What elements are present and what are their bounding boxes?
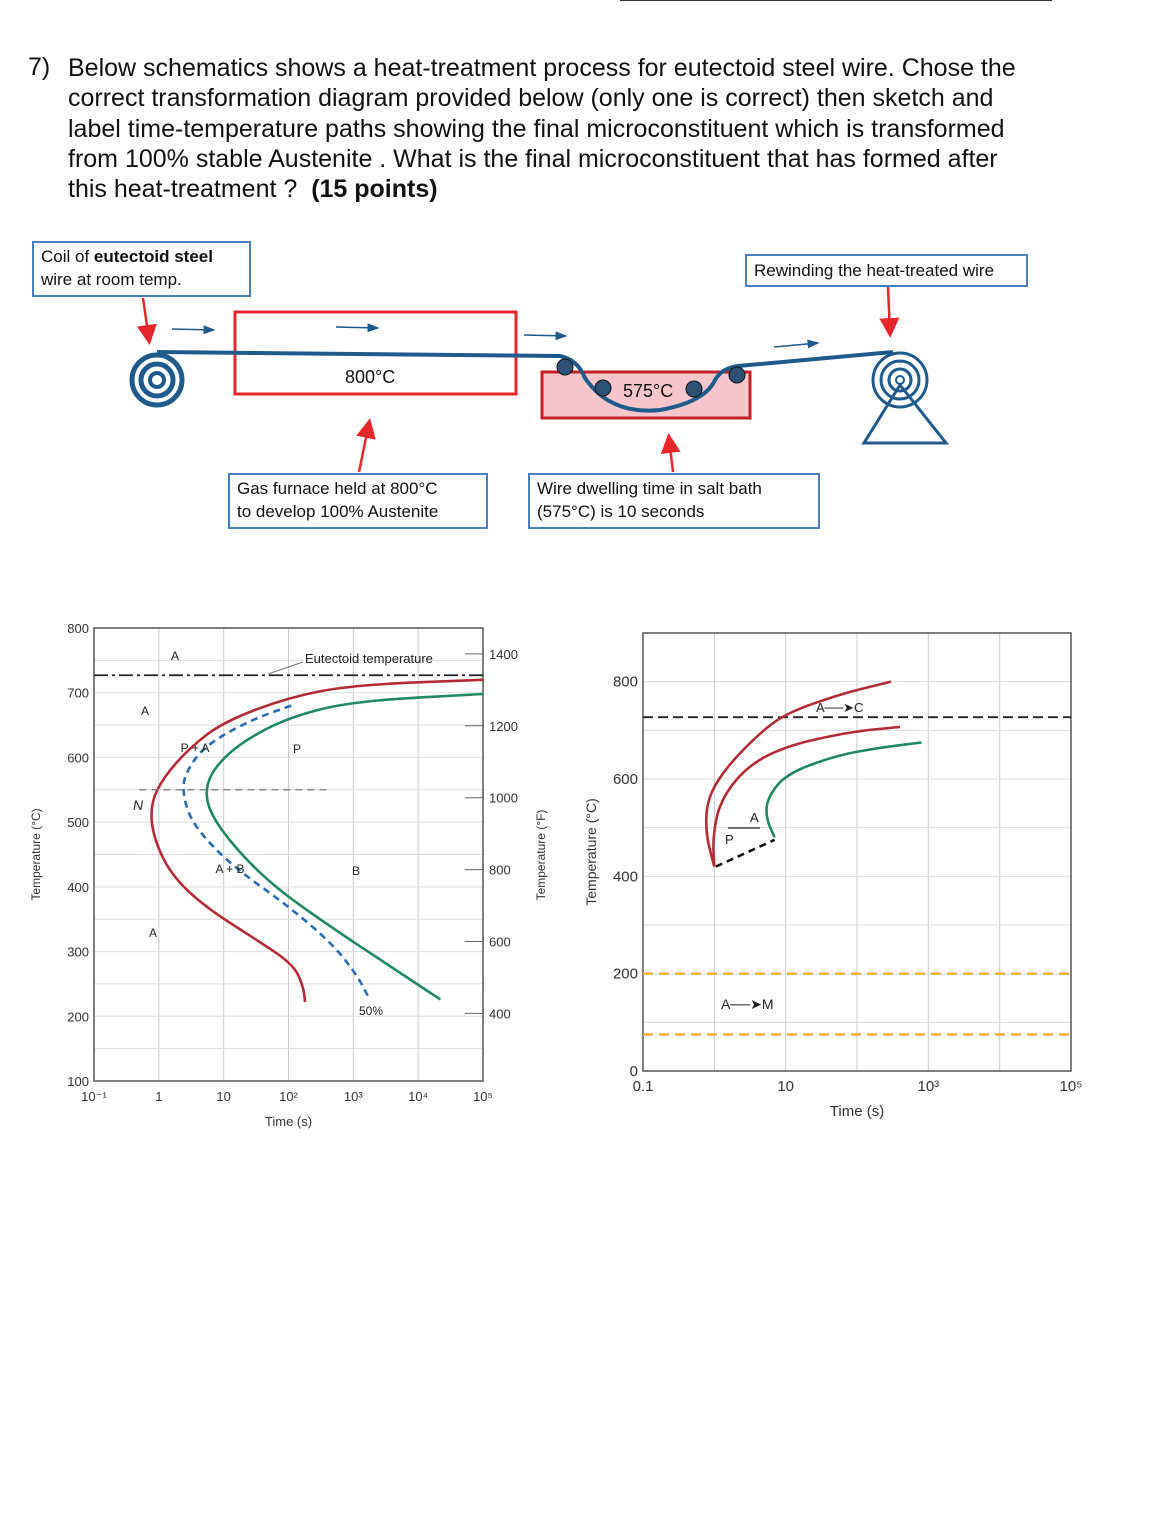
x-tick-label: 10 <box>216 1089 230 1104</box>
coil-icon <box>129 352 185 408</box>
steel-wire <box>156 350 894 413</box>
curve-series-1 <box>182 704 372 1001</box>
eutectoid-pointer <box>267 661 304 675</box>
y2-tick-label: 1200 <box>489 719 518 734</box>
x-tick-label: 0.1 <box>633 1078 654 1095</box>
y-tick-label: 100 <box>67 1074 89 1089</box>
coil-label-text: wire at room temp. <box>41 270 182 289</box>
region-label: B <box>352 864 360 878</box>
question-line: label time-temperature paths showing the… <box>68 114 1005 143</box>
x-tick-label: 10⁻¹ <box>81 1089 107 1104</box>
callout-arrows <box>136 286 900 473</box>
process-schematic <box>129 286 950 473</box>
question-line: this heat-treatment ? (15 points) <box>68 174 1128 204</box>
y-tick-label: 200 <box>67 1009 89 1024</box>
y-axis-label: Temperature (°C) <box>29 808 43 900</box>
question-line: correct transformation diagram provided … <box>68 84 994 113</box>
bath-note-line: (575°C) is 10 seconds <box>537 502 705 521</box>
label-a-to-m: A──➤M <box>721 996 774 1012</box>
question-line-text: this heat-treatment ? <box>68 175 312 204</box>
curve-series-2 <box>765 741 922 838</box>
x-tick-label: 10⁵ <box>1060 1078 1083 1095</box>
region-label: N <box>133 797 144 813</box>
question-number: 7) <box>28 53 51 81</box>
x-axis-label: Time (s) <box>830 1103 884 1120</box>
curve-series-0 <box>704 680 892 867</box>
region-label: P + A <box>181 741 210 755</box>
y2-axis-label: Temperature (°F) <box>534 810 548 901</box>
answer-line <box>620 0 1052 1</box>
guide-roller <box>594 379 612 397</box>
region-label: A <box>171 649 179 663</box>
coil-label-text: Coil of <box>41 247 94 266</box>
furnace-note-line: Gas furnace held at 800°C <box>237 479 438 498</box>
plot-frame <box>642 632 1072 1072</box>
x-tick-label: 10⁴ <box>408 1089 428 1104</box>
rewinding-spool-icon <box>861 351 950 445</box>
question-line: from 100% stable Austenite . What is the… <box>68 144 998 173</box>
x-tick-label: 10³ <box>344 1089 363 1104</box>
region-label: P <box>293 742 301 756</box>
coil-label: Coil of eutectoid steel wire at room tem… <box>32 241 251 297</box>
x-tick-label: 1 <box>155 1089 162 1104</box>
y-tick-label: 0 <box>630 1063 638 1080</box>
region-label: A + B <box>215 862 244 876</box>
bath-temp: 575°C <box>623 381 674 401</box>
y-tick-label: 200 <box>613 966 638 983</box>
y-tick-label: 800 <box>613 674 638 691</box>
y2-tick-label: 1000 <box>489 791 518 806</box>
x-tick-label: 10⁵ <box>473 1089 493 1104</box>
bath-note: Wire dwelling time in salt bath (575°C) … <box>528 473 820 529</box>
label-a: A <box>750 810 759 825</box>
y-tick-label: 800 <box>67 621 89 636</box>
y2-tick-label: 800 <box>489 863 511 878</box>
question-text: Below schematics shows a heat-treatment … <box>68 53 1128 204</box>
bath-note-line: Wire dwelling time in salt bath <box>537 479 762 498</box>
y-tick-label: 400 <box>613 868 638 885</box>
y2-tick-label: 400 <box>489 1006 511 1021</box>
guide-roller <box>556 358 574 376</box>
eutectoid-label: Eutectoid temperature <box>305 651 433 666</box>
furnace-temp: 800°C <box>345 367 396 387</box>
direction-arrows <box>171 323 820 349</box>
curve-series-3 <box>715 838 776 868</box>
y-tick-label: 300 <box>67 945 89 960</box>
y-tick-label: 600 <box>613 771 638 788</box>
question-points: (15 points) <box>311 175 438 204</box>
x-tick-label: 10³ <box>917 1078 939 1095</box>
x-tick-label: 10² <box>279 1089 298 1104</box>
rewind-label: Rewinding the heat-treated wire <box>745 254 1028 287</box>
question-line: Below schematics shows a heat-treatment … <box>68 54 1016 82</box>
guide-roller <box>685 380 703 398</box>
furnace-note: Gas furnace held at 800°C to develop 100… <box>228 473 488 529</box>
y-tick-label: 700 <box>67 686 89 701</box>
region-label: A <box>149 926 157 940</box>
region-label: 50% <box>359 1004 383 1018</box>
coil-label-bold: eutectoid steel <box>93 247 213 266</box>
x-axis-label: Time (s) <box>265 1114 312 1129</box>
y-tick-label: 500 <box>67 815 89 830</box>
plot-frame <box>93 627 484 1082</box>
x-tick-label: 10 <box>777 1078 794 1095</box>
y2-tick-label: 1400 <box>489 647 518 662</box>
y-axis-label: Temperature (°C) <box>583 798 599 906</box>
guide-roller <box>728 366 746 384</box>
y-tick-label: 400 <box>67 880 89 895</box>
region-label: A <box>141 704 149 718</box>
y2-tick-label: 600 <box>489 935 511 950</box>
label-a-to-c: A──➤C <box>816 700 863 715</box>
curve-series-0 <box>150 678 484 1003</box>
curve-series-2 <box>205 692 484 1001</box>
furnace-note-line: to develop 100% Austenite <box>237 502 439 521</box>
y-tick-label: 600 <box>67 750 89 765</box>
label-p: P <box>725 832 734 847</box>
curve-series-1 <box>712 725 901 867</box>
